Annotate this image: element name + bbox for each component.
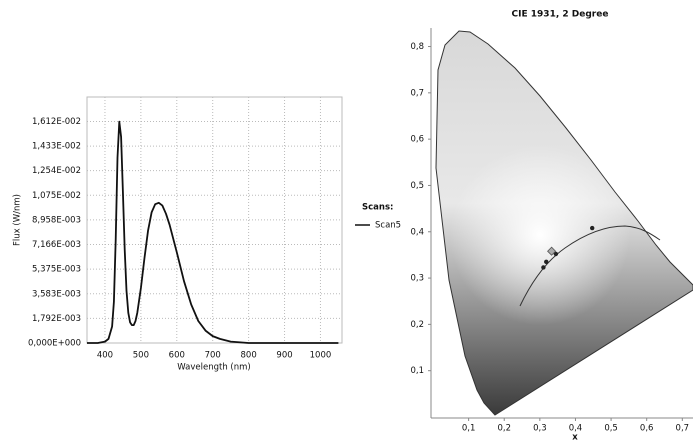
spectrum-line	[87, 120, 339, 344]
chart-title: CIE 1931, 2 Degree	[512, 10, 609, 20]
y-tick-label: 8,958E-003	[32, 215, 81, 225]
x-tick-label: 0,6	[640, 424, 654, 434]
locus-point	[590, 225, 595, 231]
y-tick-label: 0,3	[410, 274, 424, 284]
y-tick-label: 1,254E-002	[32, 166, 81, 176]
y-tick-label: 1,433E-002	[32, 142, 81, 152]
y-tick-label: 0,8	[410, 42, 424, 52]
locus-point	[541, 265, 546, 270]
y-tick-label: 3,583E-003	[32, 289, 81, 299]
x-tick-label: 800	[241, 351, 257, 361]
legend-label: Scan5	[375, 221, 401, 231]
y-tick-label: 7,166E-003	[32, 240, 81, 250]
y-tick-label: 0,4	[410, 227, 424, 237]
x-tick-label: 1000	[310, 351, 332, 361]
y-tick-label: 0,7	[410, 88, 424, 98]
y-tick-label: 1,792E-003	[32, 314, 81, 324]
legend-title: Scans:	[362, 203, 393, 213]
chromaticity-point	[547, 246, 557, 256]
x-tick-label: 900	[276, 351, 292, 361]
x-axis-title: Wavelength (nm)	[177, 363, 250, 373]
x-tick-label: 0,5	[604, 424, 618, 434]
x-tick-label: 0,4	[569, 424, 583, 434]
x-tick-label: 0,1	[462, 424, 476, 434]
locus-point	[544, 259, 549, 265]
y-tick-label: 5,375E-003	[32, 265, 81, 275]
y-tick-label: 0,2	[410, 320, 424, 330]
y-axis-title: Flux (W/nm)	[13, 194, 23, 246]
chromaticity-highlight	[436, 31, 693, 415]
y-tick-label: 1,612E-002	[32, 117, 81, 127]
y-tick-label: 0,1	[410, 366, 424, 376]
x-axis-title: x	[572, 433, 578, 443]
x-tick-label: 700	[205, 351, 221, 361]
planckian-locus	[519, 225, 661, 307]
x-tick-label: 0,3	[533, 424, 547, 434]
y-tick-label: 0,000E+000	[28, 339, 81, 349]
x-tick-label: 400	[97, 351, 113, 361]
locus-point	[553, 251, 559, 257]
x-tick-label: 0,2	[497, 424, 511, 434]
x-tick-label: 600	[169, 351, 185, 361]
y-tick-label: 0,6	[410, 135, 424, 145]
y-tick-label: 0,5	[410, 181, 424, 191]
y-tick-label: 1,075E-002	[32, 191, 81, 201]
x-tick-label: 500	[133, 351, 149, 361]
x-tick-label: 0,7	[676, 424, 690, 434]
